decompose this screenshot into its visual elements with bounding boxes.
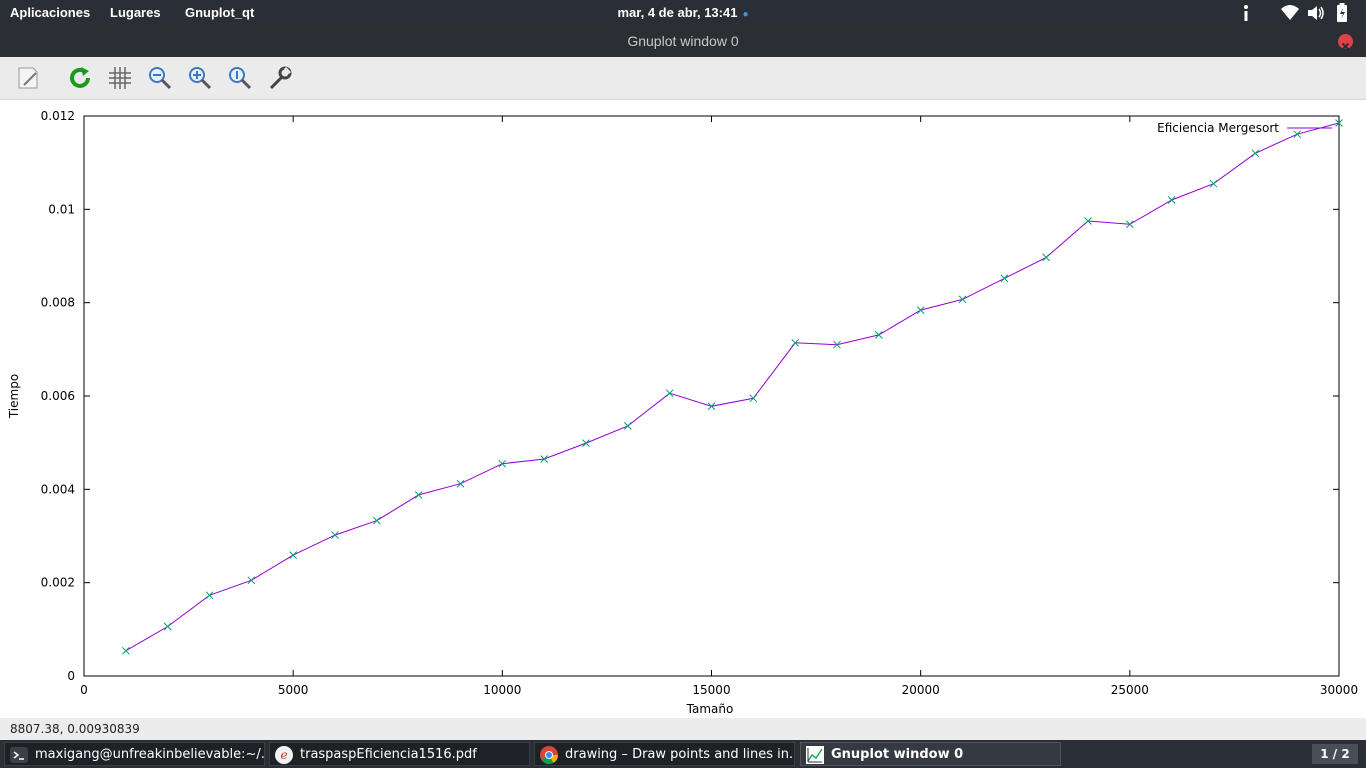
accessibility-icon[interactable] [1238,3,1254,23]
data-point [205,591,214,600]
chrome-icon [540,746,558,764]
export-icon [18,67,38,89]
data-point [749,394,758,403]
clock-text[interactable]: mar, 4 de abr, 13:41 [617,5,738,20]
volume-icon[interactable] [1306,3,1326,23]
cursor-coordinates: 8807.38, 0.00930839 [10,722,140,736]
y-tick-label: 0.01 [48,202,75,216]
zoom-out-button[interactable] [145,63,175,93]
data-point [289,551,298,559]
data-point [163,622,172,631]
zoom-reset-button[interactable] [225,63,255,93]
data-point [414,491,423,499]
plot-border [83,115,1340,677]
task-label: maxigang@unfreakinbelievable:~/... [35,747,265,762]
zoom-in-icon [189,67,212,90]
zoom-reset-icon [229,67,252,90]
data-point [540,455,549,463]
data-point [1335,119,1343,127]
data-point [1125,220,1134,229]
workspace-indicator[interactable]: 1 / 2 [1312,744,1358,764]
x-tick-label: 15000 [692,683,730,697]
replot-button[interactable] [65,63,95,93]
y-tick-label: 0.008 [41,296,75,310]
y-tick-label: 0.012 [41,109,75,123]
svg-text:e: e [280,748,287,762]
y-tick-label: 0.002 [41,576,75,590]
data-point [874,331,883,339]
data-point [247,576,256,585]
status-bar: 8807.38, 0.00930839 [0,718,1366,740]
window-titlebar[interactable]: Gnuplot window 0 [0,26,1366,57]
x-tick-label: 20000 [902,683,940,697]
data-point [498,459,507,468]
y-axis-label: Tiempo [7,374,21,419]
places-menu[interactable]: Lugares [110,5,161,20]
y-tick-label: 0 [67,669,75,683]
data-point [1042,253,1051,262]
settings-button[interactable] [265,63,295,93]
data-point [1084,217,1092,225]
gnuplot-icon [806,746,824,764]
grid-icon [109,67,131,89]
data-point [372,516,381,525]
data-point [331,531,339,539]
data-point [1000,274,1009,283]
x-tick-label: 30000 [1320,683,1358,697]
task-gnuplot[interactable]: Gnuplot window 0 [800,742,1061,766]
zoom-in-button[interactable] [185,63,215,93]
data-point [121,646,130,655]
legend: Eficiencia Mergesort [1157,121,1332,135]
data-point [791,338,800,347]
task-pdf-viewer[interactable]: e traspaspEficiencia1516.pdf [269,742,530,766]
data-point [833,340,841,349]
chart[interactable]: 0 5000 10000 15000 20000 25000 30000 0 0.002 0.00… [0,100,1366,718]
settings-icon [269,66,292,90]
applications-menu[interactable]: Aplicaciones [10,5,91,20]
data-point [958,295,967,304]
x-tick-label: 5000 [278,683,309,697]
x-tick-label: 10000 [483,683,521,697]
data-point [1251,149,1260,158]
taskbar: maxigang@unfreakinbelievable:~/... e tra… [0,740,1366,768]
window-title: Gnuplot window 0 [627,33,739,49]
export-button[interactable] [13,63,43,93]
x-tick-label: 0 [80,683,88,697]
data-point [665,389,674,398]
task-label: Gnuplot window 0 [831,747,964,762]
replot-icon [70,67,90,88]
battery-icon[interactable] [1335,3,1349,23]
task-terminal[interactable]: maxigang@unfreakinbelievable:~/... [4,742,265,766]
data-point [1293,130,1302,139]
toolbar [0,57,1366,100]
task-label: traspaspEficiencia1516.pdf [300,747,477,762]
data-point [707,402,716,411]
data-point [1209,179,1218,188]
y-tick-label: 0.004 [41,482,75,496]
x-axis-label: Tamaño [686,702,734,716]
plot-area[interactable]: 0 5000 10000 15000 20000 25000 30000 0 0.002 0.00… [0,100,1366,718]
y-tick-label: 0.006 [41,389,75,403]
notification-dot: ● [742,9,749,20]
legend-label: Eficiencia Mergesort [1157,121,1279,135]
task-label: drawing – Draw points and lines in... [565,747,795,762]
data-point [456,479,465,488]
close-button[interactable] [1338,34,1353,51]
series-line [125,122,1340,652]
data-point [582,439,590,447]
app-menu[interactable]: Gnuplot_qt [185,5,255,20]
evince-icon: e [275,746,293,764]
data-point [623,422,632,430]
close-icon [1341,42,1350,51]
wifi-icon[interactable] [1280,3,1300,23]
task-browser[interactable]: drawing – Draw points and lines in... [534,742,795,766]
data-point [1167,196,1176,204]
data-point [916,306,925,314]
grid-toggle-button[interactable] [105,63,135,93]
terminal-icon [10,747,28,763]
top-panel: Aplicaciones Lugares Gnuplot_qt mar, 4 d… [0,0,1366,26]
x-tick-label: 25000 [1111,683,1149,697]
zoom-out-icon [149,67,172,90]
